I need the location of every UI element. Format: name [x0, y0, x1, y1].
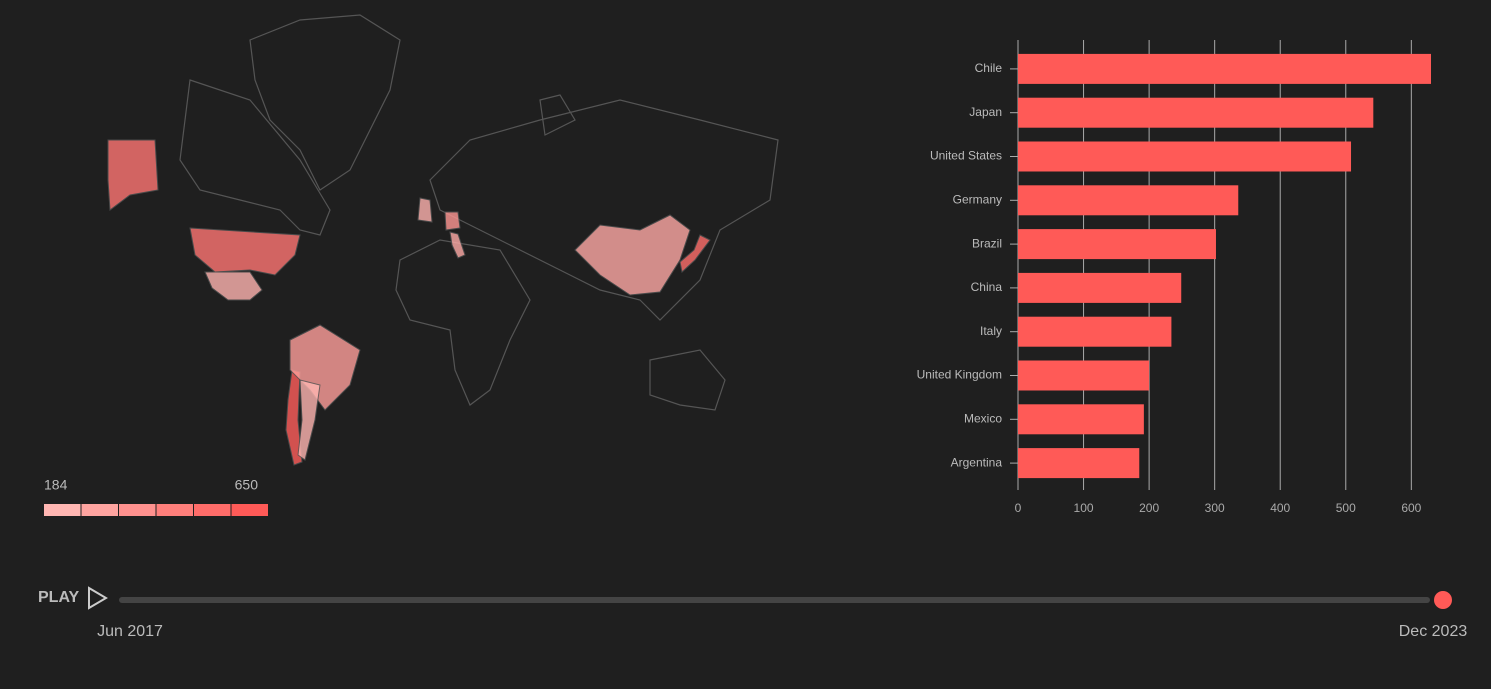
legend-min: 184 [44, 477, 68, 493]
country [107, 139, 301, 276]
bar [1018, 97, 1374, 128]
bar [1018, 141, 1352, 172]
slider-handle[interactable] [1434, 591, 1452, 609]
bar [1018, 448, 1140, 479]
y-tick-label: Japan [969, 105, 1002, 119]
legend-swatch [231, 504, 268, 516]
legend-swatch [119, 504, 156, 516]
end-date: Dec 2023 [1399, 623, 1468, 640]
country [417, 197, 433, 223]
world-outline [179, 14, 779, 411]
bar [1018, 229, 1216, 260]
play-button[interactable]: PLAY [38, 589, 80, 606]
x-tick-label: 0 [1015, 501, 1022, 515]
country [204, 271, 263, 301]
bar [1018, 404, 1144, 435]
x-tick-label: 200 [1139, 501, 1159, 515]
legend-swatch [44, 504, 81, 516]
y-tick-label: Chile [975, 61, 1003, 75]
x-tick-label: 400 [1270, 501, 1290, 515]
play-icon[interactable] [88, 586, 108, 610]
legend-swatch [81, 504, 118, 516]
y-tick-label: United States [930, 149, 1002, 163]
y-tick-label: China [971, 280, 1003, 294]
country [574, 214, 691, 296]
country [444, 211, 461, 231]
x-tick-label: 100 [1074, 501, 1094, 515]
y-tick-label: Italy [980, 324, 1002, 338]
bar [1018, 53, 1431, 84]
country [449, 231, 466, 259]
y-tick-label: Germany [953, 192, 1002, 206]
bar [1018, 360, 1150, 391]
country [679, 234, 711, 273]
country [289, 324, 361, 411]
y-tick-label: Argentina [951, 455, 1003, 469]
country [297, 379, 321, 461]
legend-swatch [156, 504, 193, 516]
bar [1018, 272, 1182, 303]
y-tick-label: United Kingdom [917, 368, 1002, 382]
y-tick-label: Mexico [964, 411, 1002, 425]
x-tick-label: 600 [1401, 501, 1421, 515]
x-tick-label: 300 [1205, 501, 1225, 515]
bar [1018, 185, 1239, 216]
legend-max: 650 [235, 477, 259, 493]
x-tick-label: 500 [1336, 501, 1356, 515]
bar [1018, 316, 1172, 347]
y-tick-label: Brazil [972, 236, 1002, 250]
start-date: Jun 2017 [97, 623, 163, 640]
legend-swatch [194, 504, 231, 516]
slider-track[interactable] [119, 597, 1430, 603]
